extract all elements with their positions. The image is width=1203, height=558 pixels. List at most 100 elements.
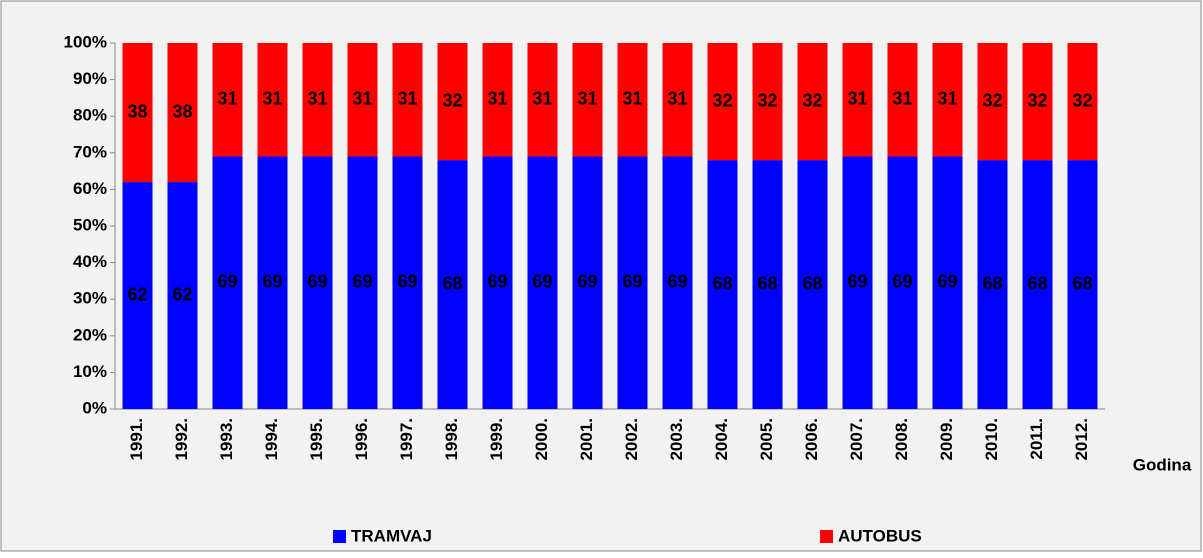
bar-segment (797, 160, 828, 409)
bar-segment (437, 43, 468, 161)
legend-swatch (820, 530, 833, 543)
data-label: 68 (1072, 273, 1092, 293)
bar-segment (752, 160, 783, 409)
y-tick-label: 100% (64, 32, 107, 51)
data-label: 31 (847, 88, 867, 108)
bar-segment (977, 43, 1008, 161)
x-tick-label: 1992. (172, 418, 191, 461)
data-label: 68 (712, 273, 732, 293)
bar-segment (1067, 160, 1098, 409)
data-label: 69 (262, 271, 282, 291)
data-label: 31 (937, 88, 957, 108)
data-label: 68 (442, 273, 462, 293)
data-label: 68 (982, 273, 1002, 293)
bar-segment (257, 43, 288, 157)
x-tick-label: 2009. (937, 418, 956, 461)
x-tick-label: 2002. (622, 418, 641, 461)
data-label: 69 (847, 271, 867, 291)
y-tick-label: 30% (73, 289, 107, 308)
data-label: 31 (577, 88, 597, 108)
bar-segment (977, 160, 1008, 409)
data-label: 68 (802, 273, 822, 293)
x-tick-label: 2012. (1072, 418, 1091, 461)
bar-segment (617, 156, 648, 409)
data-label: 32 (442, 90, 462, 110)
bar-segment (572, 156, 603, 409)
bar-segment (617, 43, 648, 157)
bar-segment (482, 43, 513, 157)
bar-segment (1022, 43, 1053, 161)
y-tick-label: 70% (73, 142, 107, 161)
data-label: 31 (892, 88, 912, 108)
bar-segment (212, 43, 243, 157)
x-tick-label: 1993. (217, 418, 236, 461)
x-tick-label: 1998. (442, 418, 461, 461)
data-label: 32 (757, 90, 777, 110)
x-tick-label: 1999. (487, 418, 506, 461)
x-tick-label: 1996. (352, 418, 371, 461)
data-label: 31 (352, 88, 372, 108)
bar-segment (347, 156, 378, 409)
bar-segment (527, 43, 558, 157)
data-label: 69 (892, 271, 912, 291)
bar-segment (842, 156, 873, 409)
data-label: 69 (217, 271, 237, 291)
bar-segment (707, 160, 738, 409)
bar-segment (887, 43, 918, 157)
bar-segment (662, 156, 693, 409)
data-label: 62 (172, 284, 192, 304)
x-tick-label: 2000. (532, 418, 551, 461)
data-label: 69 (622, 271, 642, 291)
bar-segment (842, 43, 873, 157)
bar-segment (797, 43, 828, 161)
data-label: 32 (1072, 90, 1092, 110)
legend-label: AUTOBUS (838, 526, 922, 545)
data-label: 32 (982, 90, 1002, 110)
bar-segment (122, 182, 153, 409)
data-label: 38 (172, 101, 192, 121)
x-tick-label: 2007. (847, 418, 866, 461)
bar-segment (392, 43, 423, 157)
bar-segment (932, 43, 963, 157)
data-label: 31 (487, 88, 507, 108)
x-tick-label: 2006. (802, 418, 821, 461)
x-tick-label: 2010. (982, 418, 1001, 461)
bar-segment (347, 43, 378, 157)
legend-label: TRAMVAJ (351, 526, 432, 545)
bar-segment (887, 156, 918, 409)
bar-segment (437, 160, 468, 409)
data-label: 69 (307, 271, 327, 291)
legend-swatch (333, 530, 346, 543)
x-tick-label: 1994. (262, 418, 281, 461)
bar-segment (527, 156, 558, 409)
bar-segment (707, 43, 738, 161)
data-label: 68 (757, 273, 777, 293)
bar-segment (482, 156, 513, 409)
y-tick-label: 60% (73, 179, 107, 198)
y-tick-label: 0% (82, 398, 107, 417)
y-tick-label: 10% (73, 362, 107, 381)
y-tick-label: 50% (73, 215, 107, 234)
bar-segment (392, 156, 423, 409)
x-tick-label: 2004. (712, 418, 731, 461)
data-label: 31 (667, 88, 687, 108)
data-label: 38 (127, 101, 147, 121)
y-tick-label: 90% (73, 69, 107, 88)
data-label: 69 (937, 271, 957, 291)
x-tick-label: 2011. (1027, 418, 1046, 460)
x-tick-label: 2005. (757, 418, 776, 461)
data-label: 69 (352, 271, 372, 291)
data-label: 31 (307, 88, 327, 108)
bar-segment (257, 156, 288, 409)
data-label: 62 (127, 284, 147, 304)
bar-segment (302, 43, 333, 157)
data-label: 32 (802, 90, 822, 110)
bar-segment (752, 43, 783, 161)
data-label: 31 (622, 88, 642, 108)
x-tick-label: 2003. (667, 418, 686, 461)
data-label: 32 (1027, 90, 1047, 110)
y-tick-label: 20% (73, 325, 107, 344)
data-label: 69 (667, 271, 687, 291)
y-tick-label: 40% (73, 252, 107, 271)
bar-segment (212, 156, 243, 409)
